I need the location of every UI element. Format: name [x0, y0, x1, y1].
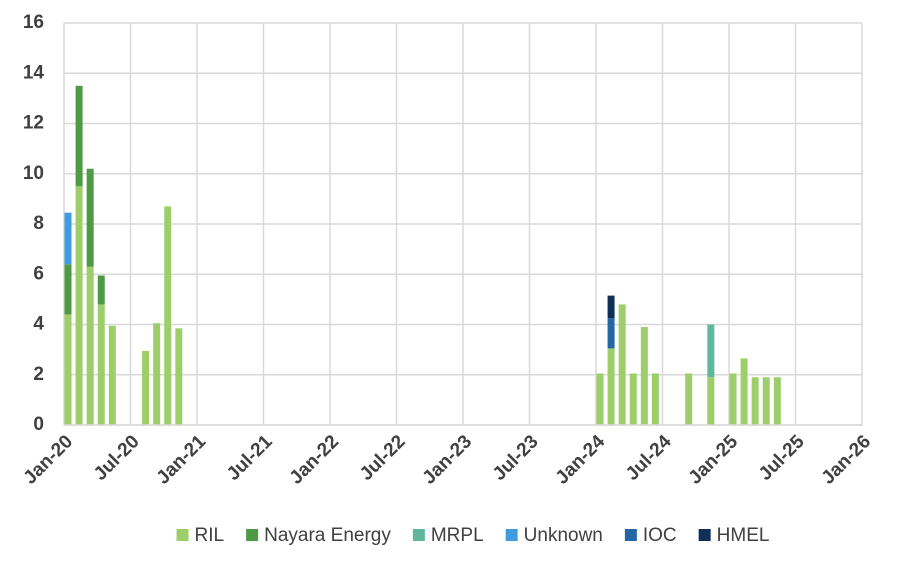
legend-label: RIL [195, 525, 225, 546]
y-tick-label: 4 [33, 314, 44, 335]
x-tick-label: Jul-20 [90, 431, 144, 485]
bar [64, 264, 72, 315]
bar [773, 377, 781, 425]
y-tick-label: 10 [23, 163, 44, 184]
y-tick-label: 8 [33, 213, 44, 234]
bar [75, 186, 83, 425]
x-tick-label: Jan-24 [552, 431, 610, 489]
bar [97, 304, 105, 425]
legend-swatch [246, 529, 259, 541]
legend: RIL Nayara Energy MRPL Unknown IOC HMEL [176, 525, 770, 546]
legend-swatch [176, 529, 189, 541]
bar [740, 358, 748, 425]
bar [640, 327, 648, 425]
bar [629, 373, 637, 425]
bar [64, 212, 72, 265]
bar [596, 373, 604, 425]
bar [86, 266, 94, 425]
bar [175, 328, 183, 425]
x-tick-label: Jul-25 [755, 431, 809, 485]
legend-swatch [412, 529, 425, 541]
legend-label: Unknown [524, 525, 603, 546]
y-tick-label: 12 [23, 113, 44, 134]
bar [651, 373, 659, 425]
y-tick-label: 0 [33, 414, 44, 435]
bar [142, 350, 150, 425]
x-tick-label: Jul-24 [622, 431, 676, 485]
bar [607, 348, 615, 425]
bar [86, 168, 94, 267]
bar [75, 85, 83, 187]
bar [164, 206, 172, 425]
legend-swatch [698, 529, 711, 541]
bar [153, 323, 161, 425]
x-tick-label: Jan-20 [20, 431, 77, 488]
x-tick-label: Jan-21 [153, 431, 211, 489]
y-tick-label: 14 [23, 62, 45, 83]
x-tick-label: Jul-21 [223, 431, 277, 485]
legend-label: MRPL [431, 525, 484, 546]
x-tick-label: Jan-22 [286, 431, 343, 488]
bar [618, 304, 626, 425]
bar [729, 373, 737, 425]
bar [607, 295, 615, 319]
bar [97, 275, 105, 305]
bar [707, 324, 715, 378]
legend-label: HMEL [717, 525, 770, 546]
x-tick-label: Jul-22 [356, 431, 410, 485]
x-tick-label: Jan-23 [419, 431, 476, 488]
bar [762, 377, 770, 425]
x-tick-label: Jan-25 [685, 431, 743, 489]
bar [607, 318, 615, 349]
y-tick-label: 2 [33, 364, 44, 385]
bar [108, 325, 116, 425]
legend-label: Nayara Energy [264, 525, 391, 546]
grid [63, 22, 863, 426]
bar [751, 377, 759, 425]
legend-label: IOC [643, 525, 677, 546]
bar [64, 314, 72, 425]
y-tick-label: 6 [33, 263, 44, 284]
bar [707, 377, 715, 425]
y-tick-label: 16 [23, 12, 44, 33]
legend-swatch [505, 529, 518, 541]
x-tick-label: Jul-23 [489, 431, 543, 485]
bar [685, 373, 693, 425]
legend-swatch [624, 529, 637, 541]
x-tick-label: Jan-26 [818, 431, 875, 488]
